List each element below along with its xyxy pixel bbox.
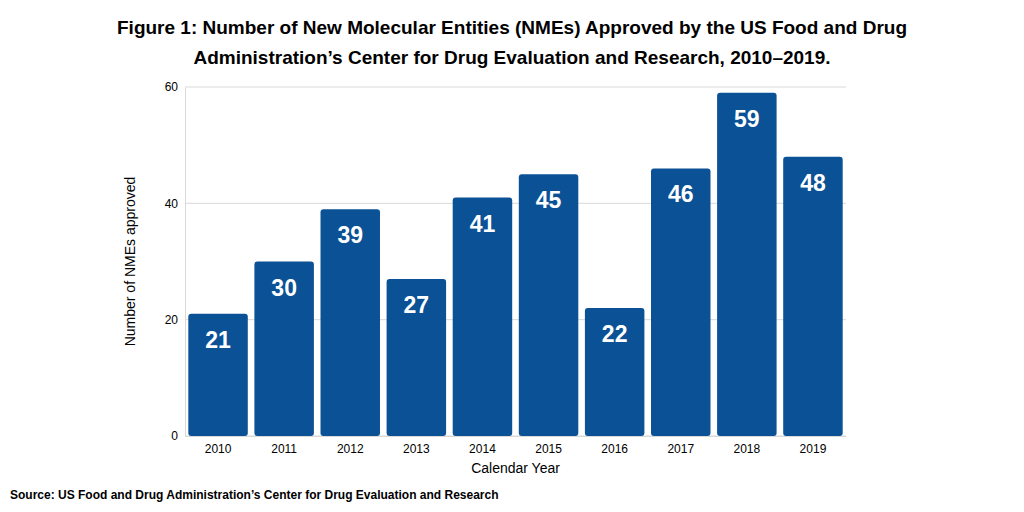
data-label: 39 <box>337 222 363 248</box>
bar <box>453 198 512 436</box>
tick: 2016 <box>601 436 628 456</box>
tick-label: 2013 <box>403 442 430 456</box>
bar <box>188 314 247 436</box>
tick-label: 2017 <box>667 442 694 456</box>
grid-line <box>185 87 846 88</box>
tick-label: 2016 <box>601 442 628 456</box>
annotation: Source: US Food and Drug Administration’… <box>10 488 499 502</box>
tick: 60 <box>165 80 185 94</box>
data-label: 59 <box>734 106 760 132</box>
tick-label: 60 <box>165 80 179 94</box>
bar <box>519 174 578 436</box>
x-axis-title: Calendar Year <box>471 460 560 476</box>
tick: 2018 <box>733 436 760 456</box>
tick: 2017 <box>667 436 694 456</box>
data-label: 46 <box>668 181 694 207</box>
tick-label: 20 <box>165 313 179 327</box>
y-axis-title: Number of NMEs approved <box>122 177 138 347</box>
title: Figure 1: Number of New Molecular Entiti… <box>117 17 907 68</box>
data-labels: 21 30 39 27 41 45 22 46 59 48 <box>205 106 826 353</box>
data-label: 21 <box>205 327 231 353</box>
data-label: 45 <box>536 187 562 213</box>
tick-label: 2010 <box>205 442 232 456</box>
bar <box>387 279 446 436</box>
tick: 0 <box>171 429 185 443</box>
tick-label: 2015 <box>535 442 562 456</box>
bar <box>783 157 842 436</box>
bar <box>254 262 313 437</box>
data-label: 27 <box>404 292 430 318</box>
bar <box>651 168 710 436</box>
axis-line <box>186 436 847 437</box>
y-axis: 0 20 40 60 <box>165 80 186 443</box>
tick: 2013 <box>403 436 430 456</box>
tick-label: 2014 <box>469 442 496 456</box>
axis-line <box>185 88 186 437</box>
data-label: 41 <box>470 211 496 237</box>
data-label: 30 <box>271 275 297 301</box>
tick-label: 2019 <box>800 442 827 456</box>
bar <box>585 308 644 436</box>
grid <box>185 87 846 436</box>
tick: 2012 <box>337 436 364 456</box>
tick: 2010 <box>205 436 232 456</box>
tick-label: 2012 <box>337 442 364 456</box>
bars <box>188 93 842 436</box>
background <box>0 0 1024 512</box>
tick-label: 0 <box>171 429 178 443</box>
x-axis: 2010 2011 2012 2013 2014 2015 2016 2017 2018 2019 <box>186 436 847 456</box>
tick: 40 <box>165 197 185 211</box>
tick: 2015 <box>535 436 562 456</box>
tick-label: 40 <box>165 197 179 211</box>
tick-label: 2018 <box>733 442 760 456</box>
tick: 20 <box>165 313 185 327</box>
bar <box>717 93 776 436</box>
chart: Figure 1: Number of New Molecular Entiti… <box>0 0 1024 512</box>
tick: 2014 <box>469 436 496 456</box>
tick: 2019 <box>800 436 827 456</box>
tick: 2011 <box>271 436 297 456</box>
data-label: 48 <box>800 170 826 196</box>
tick-label: 2011 <box>271 442 297 456</box>
bar <box>321 209 380 436</box>
data-label: 22 <box>602 321 628 347</box>
